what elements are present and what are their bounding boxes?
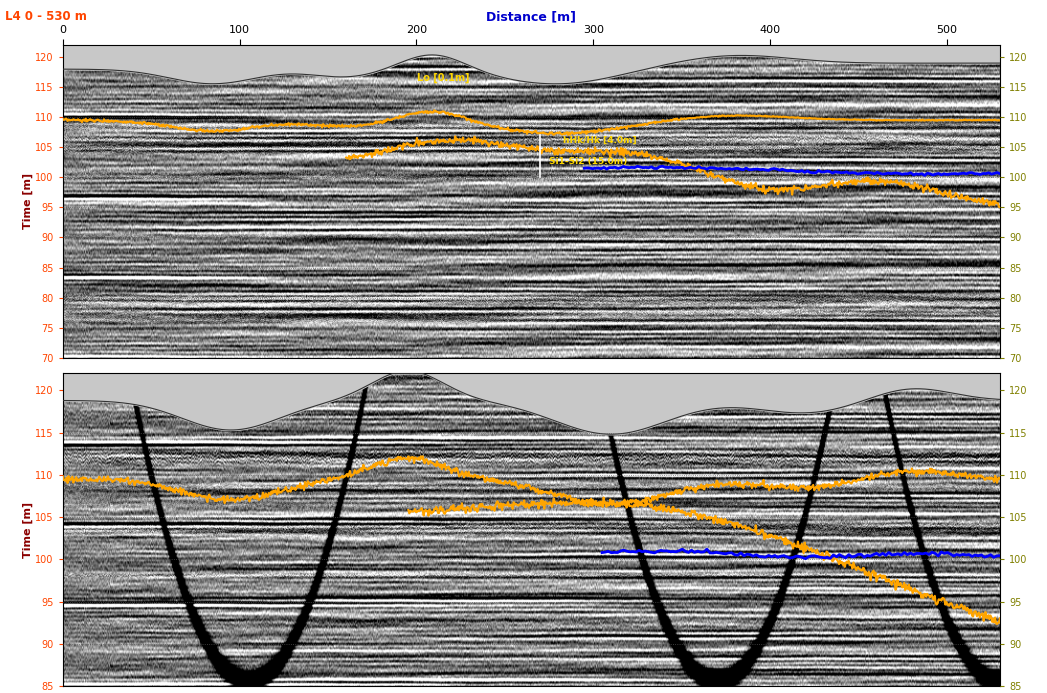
Text: hHk/Hk [4.0m]: hHk/Hk [4.0m]	[563, 135, 637, 144]
Text: Si1-Si2 (15.0m): Si1-Si2 (15.0m)	[549, 157, 627, 166]
Y-axis label: Time [m]: Time [m]	[22, 173, 32, 229]
Text: L4 0 - 530 m: L4 0 - 530 m	[5, 10, 87, 24]
Y-axis label: Time [m]: Time [m]	[22, 502, 32, 558]
X-axis label: Distance [m]: Distance [m]	[487, 10, 576, 24]
Text: Lo [0.1m]: Lo [0.1m]	[417, 73, 469, 83]
